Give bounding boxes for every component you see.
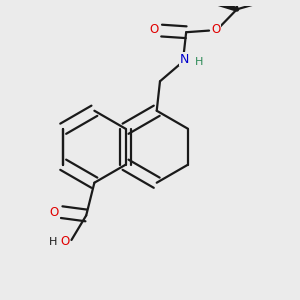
Text: O: O	[150, 23, 159, 36]
Text: O: O	[60, 235, 70, 248]
Text: O: O	[50, 206, 59, 219]
Text: H: H	[49, 237, 58, 247]
Text: O: O	[212, 23, 221, 36]
Text: H: H	[194, 57, 203, 67]
Text: N: N	[179, 52, 189, 65]
